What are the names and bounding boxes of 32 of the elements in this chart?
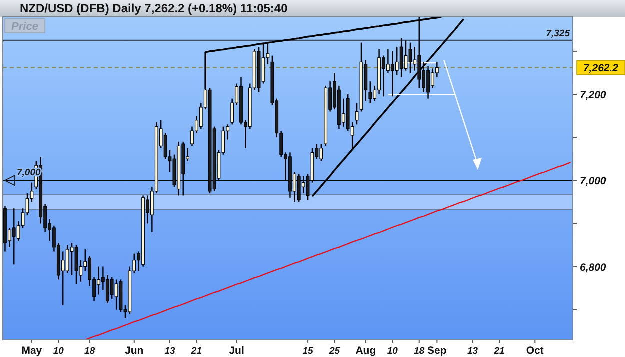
x-tick-label: 13	[468, 346, 479, 357]
candlestick	[114, 279, 118, 310]
candlestick	[368, 81, 372, 104]
x-tick-label: 13	[164, 346, 176, 357]
x-tick-label: Oct	[526, 345, 544, 357]
x-tick-label: 10	[53, 346, 65, 357]
x-tick-label: 18	[84, 346, 96, 357]
ref-line-label: 7,325	[546, 28, 571, 40]
x-tick-label: 21	[493, 346, 505, 357]
candlestick	[408, 42, 412, 74]
x-tick-label: 21	[190, 346, 202, 357]
x-tick-label: May	[22, 345, 42, 357]
candlestick	[70, 242, 74, 276]
candlestick	[74, 244, 78, 285]
line-series	[84, 162, 572, 340]
x-tick-label: 25	[328, 346, 341, 357]
ref-line-label: 7,262.2	[583, 62, 619, 75]
candlestick	[400, 38, 404, 78]
x-tick-label: Aug	[356, 345, 376, 357]
chart-title: NZD/USD (DFB) Daily 7,262.2 (+0.18%) 11:05:40	[20, 2, 288, 16]
y-tick-label: 7,200	[580, 90, 606, 102]
x-tick-label: 18	[414, 346, 426, 357]
y-tick-label: 7,000	[580, 176, 606, 188]
x-tick-label: 15	[302, 346, 314, 357]
x-tick-label: Jun	[125, 345, 144, 357]
x-tick-label: 10	[387, 346, 399, 357]
candlestick	[404, 40, 408, 72]
x-tick-label: Sep	[428, 345, 447, 357]
y-tick-label: 6,800	[580, 262, 606, 274]
x-tick-label: Jul	[229, 345, 244, 357]
candlestick	[66, 244, 70, 274]
candlestick	[164, 132, 168, 160]
